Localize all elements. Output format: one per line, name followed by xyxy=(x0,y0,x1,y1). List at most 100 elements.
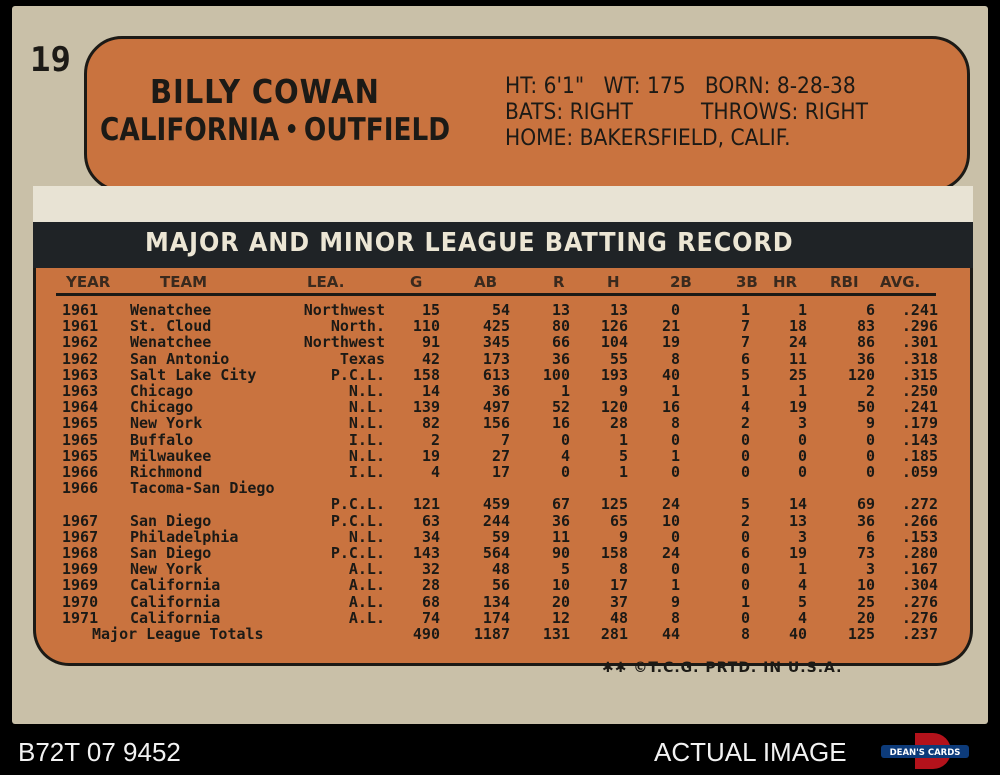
stat-cell: 9 xyxy=(618,527,628,546)
stat-cell: 0 xyxy=(740,608,750,627)
stat-cell: 2 xyxy=(740,414,750,433)
stat-cell: 1 xyxy=(618,430,628,449)
stat-cell: 564 xyxy=(482,544,510,562)
col-header-team: TEAM xyxy=(160,273,208,291)
stat-cell: Northwest xyxy=(303,301,385,319)
stat-cell: 143 xyxy=(412,544,440,562)
stat-cell: 7 xyxy=(740,317,750,336)
stat-cell: 13 xyxy=(788,511,807,530)
stat-cell: 2 xyxy=(430,430,440,449)
stat-cell: 5 xyxy=(797,592,807,611)
stat-cell: 13 xyxy=(609,301,628,319)
stat-cell: 9 xyxy=(670,592,680,611)
stat-cell: 8 xyxy=(670,608,680,627)
stat-cell: 156 xyxy=(482,414,510,433)
stat-cell: Buffalo xyxy=(130,430,194,449)
totals-cell: 40 xyxy=(788,625,807,643)
stat-cell: Texas xyxy=(339,349,385,368)
stat-cell: .266 xyxy=(901,511,938,530)
stat-cell: 4 xyxy=(740,398,750,417)
stat-cell: 16 xyxy=(551,414,570,433)
col-header-g: G xyxy=(410,273,423,291)
stat-cell: 120 xyxy=(847,365,875,384)
stat-cell: 1962 xyxy=(62,333,99,352)
stat-cell: 50 xyxy=(856,398,875,417)
stat-cell: 244 xyxy=(482,511,510,530)
stat-cell: Wenatchee xyxy=(130,333,212,352)
stat-cell: North. xyxy=(330,317,385,336)
stat-cell: 6 xyxy=(740,349,750,368)
bio-throws: THROWS: RIGHT xyxy=(701,100,868,125)
stat-cell: 0 xyxy=(740,430,750,449)
stat-cell: 63 xyxy=(421,511,440,530)
stat-cell: 2 xyxy=(865,382,875,400)
stat-cell: 21 xyxy=(661,317,680,336)
bio-height: HT: 6'1" xyxy=(505,74,585,99)
stat-cell: 3 xyxy=(797,527,807,546)
stat-cell: 0 xyxy=(740,560,750,579)
stat-cell: 174 xyxy=(482,608,510,627)
stat-cell: 158 xyxy=(600,544,628,562)
stat-cell: 19 xyxy=(788,398,807,417)
stat-cell: 11 xyxy=(788,349,807,368)
stat-cell: 32 xyxy=(421,560,440,579)
stat-cell: Milwaukee xyxy=(130,446,212,465)
stat-cell: 8 xyxy=(618,560,628,579)
stat-cell: 19 xyxy=(661,333,680,352)
stat-cell: 4 xyxy=(797,608,807,627)
totals-cell: 281 xyxy=(600,625,628,643)
stat-cell: 54 xyxy=(491,301,510,319)
stat-cell: .143 xyxy=(901,430,938,449)
stat-cell: .296 xyxy=(901,317,938,336)
stat-cell: 0 xyxy=(740,527,750,546)
bio-weight: WT: 175 xyxy=(603,74,686,99)
stat-cell: 0 xyxy=(797,446,807,465)
stat-cell: A.L. xyxy=(348,576,385,595)
stat-cell: 173 xyxy=(482,349,510,368)
stat-cell: P.C.L. xyxy=(330,365,385,384)
stat-cell: California xyxy=(130,576,221,595)
stat-cell: 24 xyxy=(788,333,807,352)
stat-cell: 67 xyxy=(551,495,570,514)
col-header-avg: AVG. xyxy=(880,273,921,291)
stat-cell: Wenatchee xyxy=(130,301,212,319)
stat-cell: 17 xyxy=(609,576,628,595)
stat-cell: 52 xyxy=(551,398,570,417)
totals-cell: 1187 xyxy=(473,625,510,643)
stat-cell: 36 xyxy=(856,511,875,530)
stat-cell: .059 xyxy=(901,463,938,481)
stat-cell: 1 xyxy=(740,301,750,319)
stat-cell: 37 xyxy=(609,592,628,611)
totals-cell: 44 xyxy=(661,625,680,643)
stat-cell: 121 xyxy=(412,495,440,514)
stat-cell: 1965 xyxy=(62,446,99,465)
stat-cell: 1962 xyxy=(62,349,99,368)
stat-cell: 5 xyxy=(618,446,628,465)
stat-cell: 4 xyxy=(797,576,807,595)
stat-cell: 1961 xyxy=(62,301,99,319)
stat-cell: 68 xyxy=(421,592,440,611)
stat-cell: 55 xyxy=(609,349,628,368)
stat-cell: 11 xyxy=(551,527,570,546)
stat-cell: .276 xyxy=(901,592,938,611)
stat-cell: 104 xyxy=(600,333,628,352)
stat-cell: 3 xyxy=(865,560,875,579)
stat-cell: 13 xyxy=(551,301,570,319)
stat-cell: 24 xyxy=(661,495,680,514)
stat-cell: A.L. xyxy=(348,608,385,627)
stat-cell: 0 xyxy=(740,446,750,465)
team-position: CALIFORNIA OUTFIELD xyxy=(100,112,450,148)
stat-cell: St. Cloud xyxy=(130,317,212,336)
stat-cell: .272 xyxy=(901,495,938,514)
stat-cell: 613 xyxy=(482,365,510,384)
stat-cell: 110 xyxy=(412,317,440,336)
position: OUTFIELD xyxy=(303,112,451,148)
stats-table xyxy=(33,268,973,666)
stat-cell: .241 xyxy=(901,398,938,417)
stat-cell: 74 xyxy=(421,608,440,627)
stat-cell: 425 xyxy=(482,317,510,336)
stat-cell: 17 xyxy=(491,463,510,481)
stat-cell: Chicago xyxy=(130,398,194,417)
stat-cell: 19 xyxy=(788,544,807,562)
stat-cell: 15 xyxy=(421,301,440,319)
